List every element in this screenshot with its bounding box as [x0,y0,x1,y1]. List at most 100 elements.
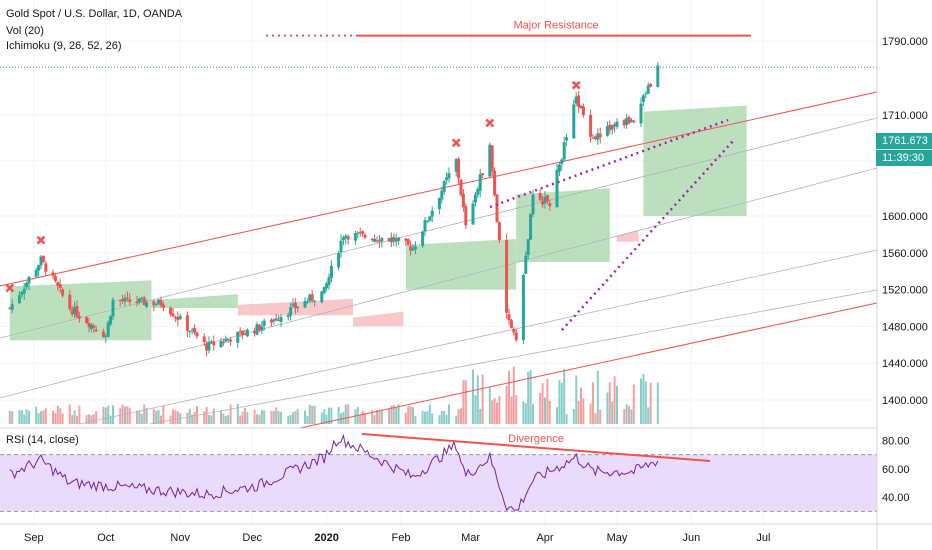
candle-body[interactable] [608,124,612,131]
candle-body[interactable] [627,117,631,124]
candle-body[interactable] [291,304,295,307]
candle-body[interactable] [274,318,278,321]
candle-body[interactable] [644,93,648,95]
candle-body[interactable] [346,236,350,240]
candle-body[interactable] [457,158,461,179]
candle-body[interactable] [622,120,626,126]
candle-body[interactable] [356,232,360,234]
wedge-lower-line[interactable] [561,140,734,331]
candle-body[interactable] [310,294,314,301]
candle-body[interactable] [20,292,24,295]
candle-body[interactable] [589,114,593,137]
candle-body[interactable] [476,189,480,195]
candle-body[interactable] [277,320,281,322]
candle-body[interactable] [27,276,31,284]
candle-body[interactable] [322,286,326,294]
candle-body[interactable] [394,239,398,242]
candle-body[interactable] [442,181,446,192]
candle-body[interactable] [543,196,547,204]
candle-body[interactable] [296,306,300,308]
candle-body[interactable] [70,309,74,315]
candle-body[interactable] [8,307,12,309]
candle-body[interactable] [190,329,194,331]
candle-body[interactable] [188,331,192,333]
candle-body[interactable] [41,256,45,262]
candle-body[interactable] [221,341,225,343]
candle-body[interactable] [229,339,233,342]
rsi-indicator-label[interactable]: RSI (14, close) [6,434,79,446]
candle-body[interactable] [375,240,379,242]
candle-body[interactable] [207,341,211,351]
candle-body[interactable] [593,136,597,139]
candle-body[interactable] [135,301,139,303]
candle-body[interactable] [529,213,533,240]
candle-body[interactable] [262,320,266,326]
candle-body[interactable] [339,240,343,253]
candle-body[interactable] [123,297,127,302]
candle-body[interactable] [205,343,209,351]
candle-body[interactable] [521,275,525,341]
candle-body[interactable] [39,256,43,266]
price-candles[interactable] [8,62,660,357]
candle-body[interactable] [157,299,161,304]
candle-body[interactable] [171,313,175,317]
candle-body[interactable] [10,304,14,310]
candle-body[interactable] [493,170,497,196]
candle-body[interactable] [152,301,156,306]
candle-body[interactable] [512,328,516,333]
candle-body[interactable] [269,319,273,323]
candle-body[interactable] [437,198,441,209]
candle-body[interactable] [341,237,345,241]
candle-body[interactable] [411,248,415,251]
candle-body[interactable] [272,319,276,322]
candle-body[interactable] [548,203,552,207]
candle-body[interactable] [445,177,449,181]
candle-body[interactable] [56,282,60,286]
candle-body[interactable] [142,297,146,306]
candle-body[interactable] [320,291,324,303]
candle-body[interactable] [195,332,199,337]
candle-body[interactable] [579,105,583,108]
candle-body[interactable] [337,253,341,268]
candle-body[interactable] [406,239,410,245]
candle-body[interactable] [649,84,653,87]
candle-body[interactable] [507,314,511,321]
candle-body[interactable] [377,240,381,242]
drawing-annotations[interactable]: All time highMajor Resistance [0,0,877,331]
candle-body[interactable] [125,297,129,299]
candle-body[interactable] [226,338,230,340]
candle-body[interactable] [562,142,566,160]
candle-body[interactable] [413,246,417,250]
candle-body[interactable] [387,238,391,242]
candle-body[interactable] [73,307,77,315]
candle-body[interactable] [430,210,434,217]
candle-body[interactable] [538,193,542,201]
candle-body[interactable] [111,299,115,317]
candle-body[interactable] [313,300,317,302]
candle-body[interactable] [615,121,619,127]
candle-body[interactable] [478,174,482,191]
candle-body[interactable] [154,303,158,305]
candle-body[interactable] [428,216,432,221]
candle-body[interactable] [159,299,163,306]
candle-body[interactable] [423,220,427,232]
candle-body[interactable] [524,255,528,274]
candle-body[interactable] [37,265,41,271]
candle-body[interactable] [61,289,65,296]
candle-body[interactable] [106,322,110,337]
candle-body[interactable] [459,179,463,195]
candle-body[interactable] [358,231,362,233]
candle-body[interactable] [176,316,180,321]
candle-body[interactable] [370,238,374,241]
candle-body[interactable] [490,145,494,172]
divergence-line[interactable] [361,433,711,462]
candle-body[interactable] [236,331,240,343]
channel-mid-line[interactable] [79,249,878,425]
candle-body[interactable] [77,316,81,319]
candle-body[interactable] [253,330,257,334]
candle-body[interactable] [461,193,465,208]
candle-body[interactable] [610,125,614,130]
candle-body[interactable] [209,341,213,343]
candle-body[interactable] [202,336,206,343]
